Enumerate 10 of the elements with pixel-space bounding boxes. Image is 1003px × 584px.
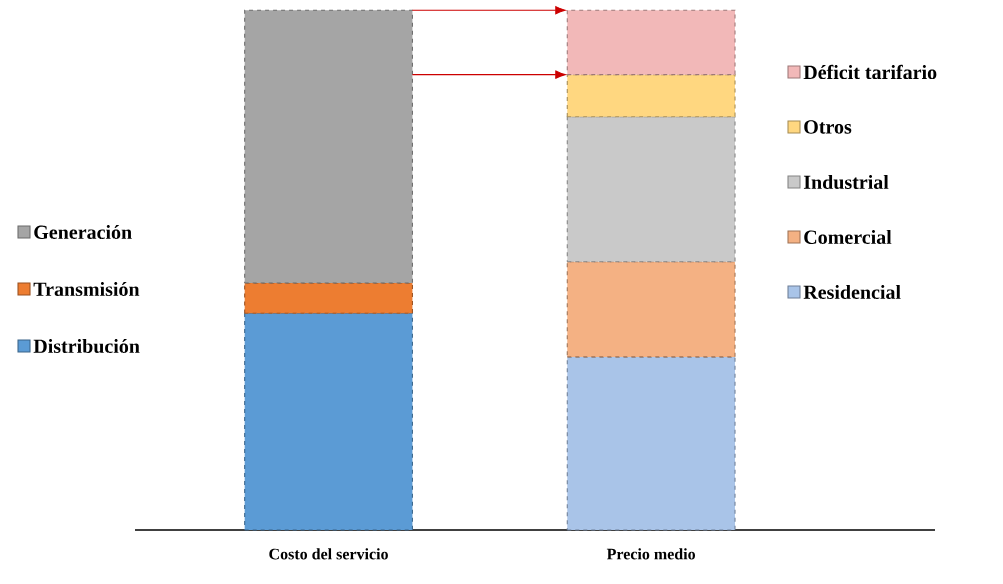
legend-label: Industrial [803,174,889,190]
x-tick-label: Costo del servicio [269,548,388,560]
legend-label: Generación [34,224,132,240]
legend-label: Déficit tarifario [803,64,937,80]
legend-label: Comercial [804,229,892,245]
legend-label: Distribución [33,338,140,354]
legend-label: Transmisión [33,281,140,297]
legend-label: Residencial [803,284,901,300]
legend-label: Otros [804,120,852,134]
x-tick-label: Precio medio [606,548,696,560]
